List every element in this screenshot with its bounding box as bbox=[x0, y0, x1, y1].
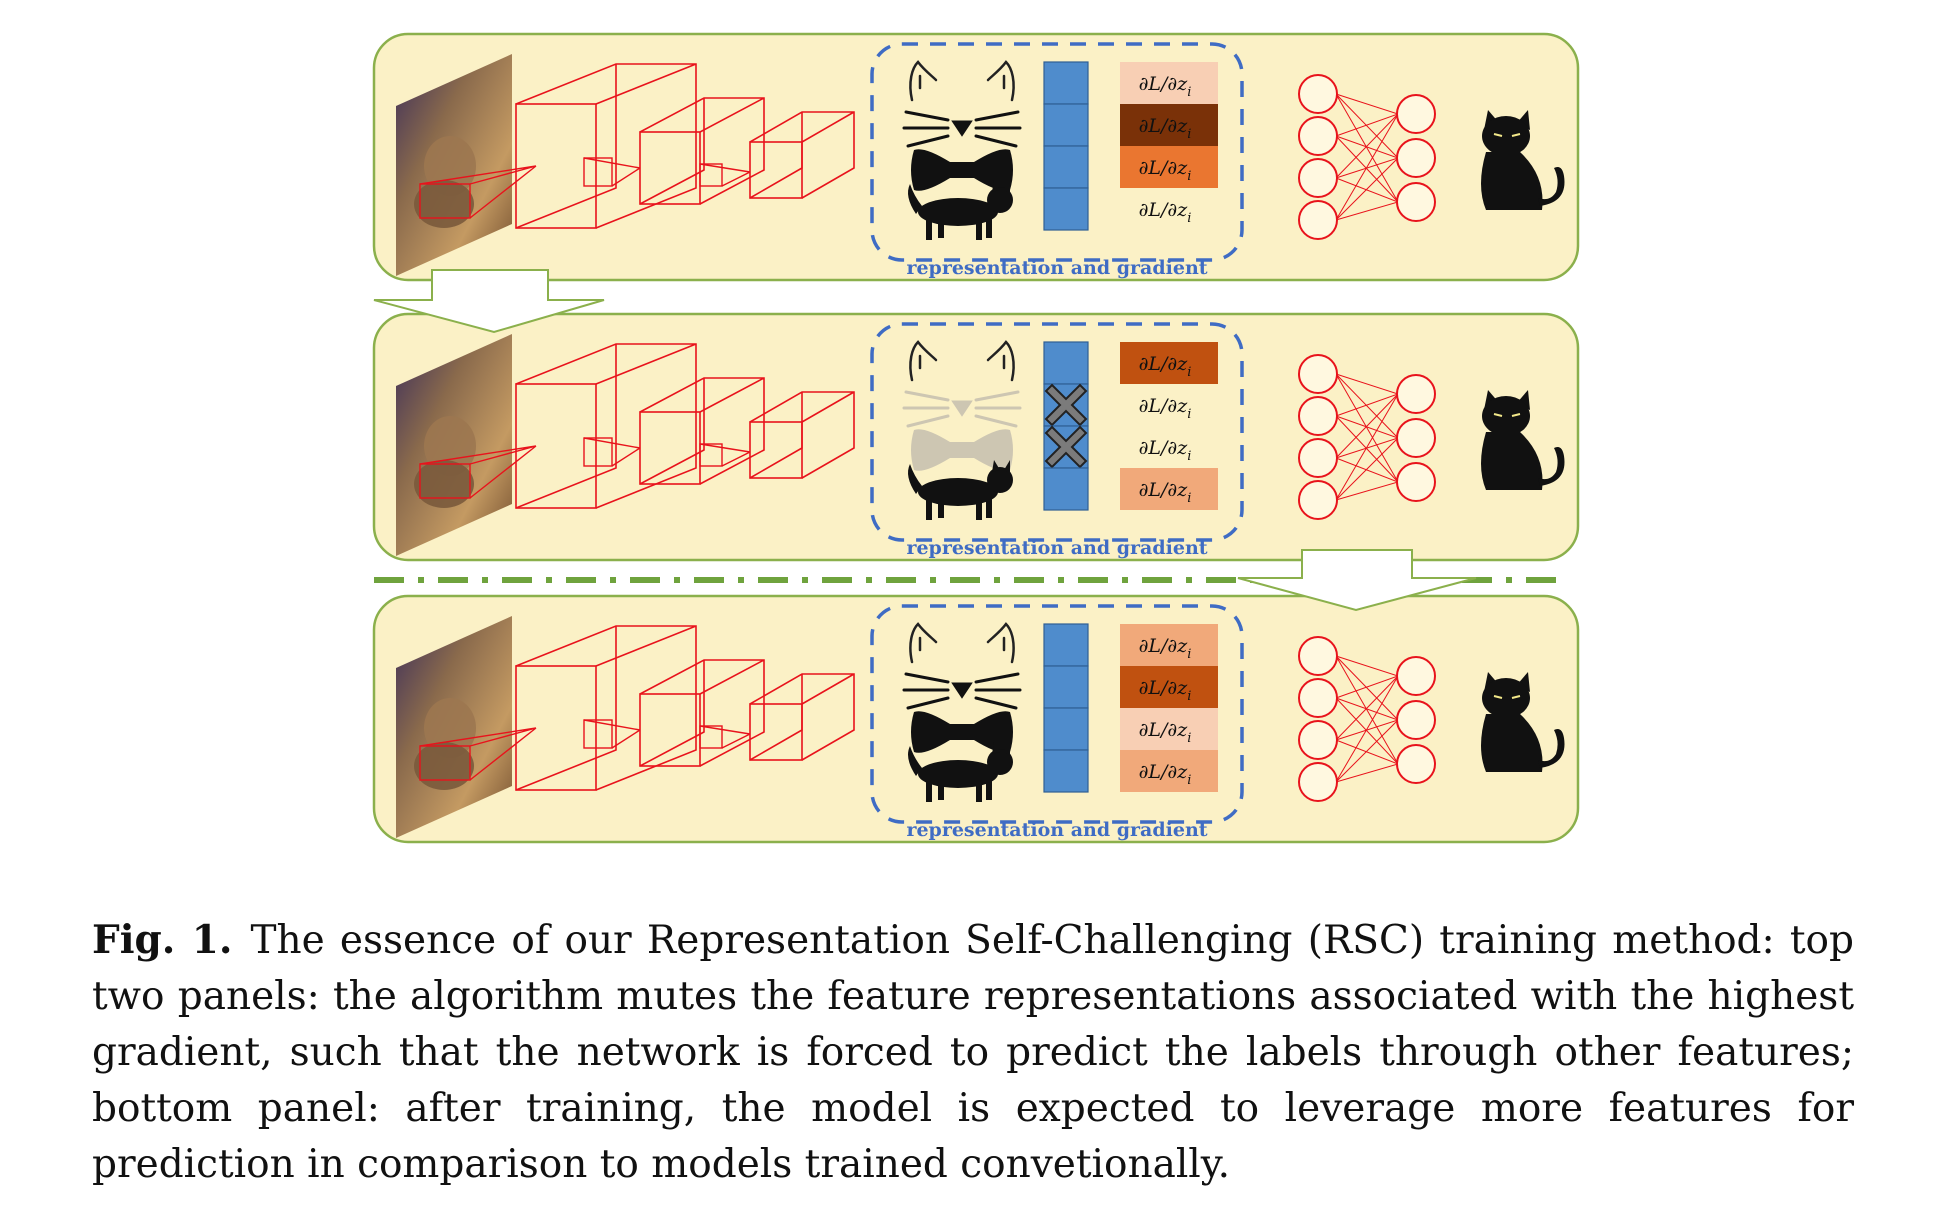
feature-cell-4 bbox=[1043, 467, 1089, 511]
feature-cell-4 bbox=[1043, 749, 1089, 793]
gradient-cell-3 bbox=[1120, 708, 1218, 750]
gradient-cell-4 bbox=[1120, 750, 1218, 792]
feature-cell-1 bbox=[1043, 623, 1089, 667]
kitten-body bbox=[414, 460, 474, 508]
conv-block-2 bbox=[639, 659, 765, 767]
feature-cell-2 bbox=[1043, 103, 1089, 147]
down-arrow-2 bbox=[1237, 549, 1477, 612]
representation-label: representation and gradient bbox=[906, 257, 1207, 279]
kitten-body bbox=[414, 742, 474, 790]
down-arrow-1 bbox=[373, 269, 605, 334]
representation-box bbox=[870, 322, 1244, 542]
walking-cat-icon bbox=[908, 180, 1013, 240]
feature-cell-3 bbox=[1043, 145, 1089, 189]
receptive-field-lines bbox=[419, 157, 751, 219]
gradient-cell-2 bbox=[1120, 666, 1218, 708]
walking-cat-icon bbox=[908, 742, 1013, 802]
gradient-cell-3 bbox=[1120, 146, 1218, 188]
panel-background bbox=[372, 32, 1580, 282]
gradient-cell-4 bbox=[1120, 468, 1218, 510]
panel-3: representation and gradient∂L/∂zi∂L/∂zi∂… bbox=[372, 594, 1580, 844]
representation-box bbox=[870, 604, 1244, 824]
panel-2: representation and gradient∂L/∂zi∂L/∂zi∂… bbox=[372, 312, 1580, 562]
conv-block-1 bbox=[515, 63, 697, 229]
panel-background bbox=[372, 594, 1580, 844]
kitten-body bbox=[414, 180, 474, 228]
output-cat-icon bbox=[1481, 672, 1565, 772]
mute-cross-icon bbox=[1044, 425, 1088, 469]
cat-ears-icon bbox=[909, 340, 1015, 382]
feature-cell-1 bbox=[1043, 61, 1089, 105]
classifier-network bbox=[1298, 636, 1436, 802]
representation-box bbox=[870, 42, 1244, 262]
whiskers-icon bbox=[902, 672, 1022, 710]
panel-1: representation and gradient∂L/∂zi∂L/∂zi∂… bbox=[372, 32, 1580, 282]
feature-cell-1 bbox=[1043, 341, 1089, 385]
representation-label: representation and gradient bbox=[906, 537, 1207, 559]
gradient-cell-1 bbox=[1120, 62, 1218, 104]
output-cat-icon bbox=[1481, 390, 1565, 490]
conv-block-1 bbox=[515, 343, 697, 509]
receptive-field-lines bbox=[419, 719, 751, 781]
cat-ears-icon bbox=[909, 622, 1015, 664]
caption-text: The essence of our Representation Self-C… bbox=[92, 918, 1854, 1187]
whiskers-icon bbox=[902, 110, 1022, 148]
panel-background bbox=[372, 312, 1580, 562]
figure-caption: Fig. 1. The essence of our Representation… bbox=[92, 912, 1854, 1193]
gradient-cell-2 bbox=[1120, 104, 1218, 146]
representation-label: representation and gradient bbox=[906, 819, 1207, 841]
conv-block-3 bbox=[749, 391, 855, 479]
conv-block-3 bbox=[749, 111, 855, 199]
feature-cell-3 bbox=[1043, 707, 1089, 751]
feature-cell-2 bbox=[1043, 665, 1089, 709]
rsc-figure: representation and gradient∂L/∂zi∂L/∂zi∂… bbox=[372, 32, 1580, 844]
receptive-field-lines bbox=[419, 437, 751, 499]
conv-block-1 bbox=[515, 625, 697, 791]
bowtie-icon bbox=[911, 149, 1013, 191]
bowtie-icon bbox=[911, 429, 1013, 471]
output-cat-icon bbox=[1481, 110, 1565, 210]
classifier-network bbox=[1298, 354, 1436, 520]
bowtie-icon bbox=[911, 711, 1013, 753]
conv-block-3 bbox=[749, 673, 855, 761]
cat-ears-icon bbox=[909, 60, 1015, 102]
feature-cell-4 bbox=[1043, 187, 1089, 231]
walking-cat-icon bbox=[908, 460, 1013, 520]
whiskers-icon bbox=[902, 390, 1022, 428]
gradient-cell-1 bbox=[1120, 342, 1218, 384]
gradient-cell-1 bbox=[1120, 624, 1218, 666]
mute-cross-icon bbox=[1044, 383, 1088, 427]
caption-label: Fig. 1. bbox=[92, 917, 233, 963]
classifier-network bbox=[1298, 74, 1436, 240]
